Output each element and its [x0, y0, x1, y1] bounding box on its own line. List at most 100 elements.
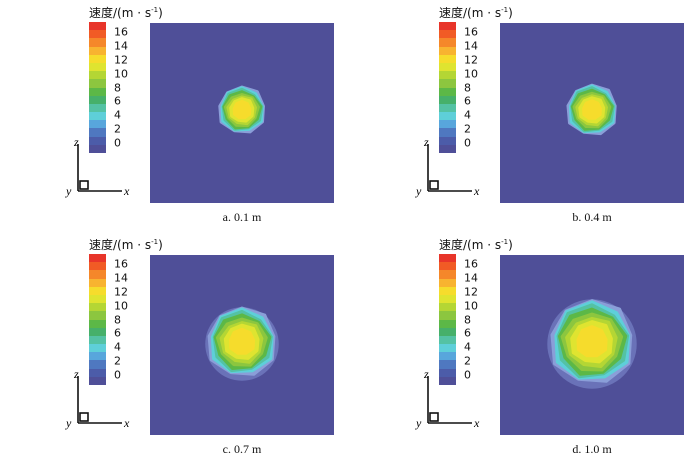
colorbar-segment	[439, 335, 456, 345]
colorbar-segment	[89, 87, 106, 96]
colorbar-tick-label: 4	[464, 108, 471, 122]
colorbar-title: 速度/(m · s-1)	[89, 6, 163, 20]
colorbar-tick-label: 10	[114, 67, 128, 81]
colorbar-segment	[89, 79, 106, 88]
colorbar-segment	[439, 278, 456, 287]
colorbar-segment	[89, 327, 106, 336]
colorbar-segment	[439, 270, 456, 279]
colorbar-tick-label: 0	[464, 368, 471, 382]
colorbar-segment	[89, 352, 106, 361]
colorbar-segment	[439, 294, 456, 304]
colorbar-tick-label: 14	[114, 271, 128, 285]
axis-x-label: x	[123, 184, 130, 198]
colorbar-segment	[89, 30, 106, 39]
colorbar-segment	[439, 311, 456, 320]
colorbar-segment	[439, 38, 456, 47]
colorbar-tick-label: 16	[114, 25, 128, 39]
colorbar-tick-label: 0	[114, 136, 121, 150]
colorbar-segment	[89, 254, 106, 263]
colorbar-tick-label: 8	[114, 81, 121, 94]
colorbar-tick-label: 6	[464, 326, 471, 340]
axis-x-label: x	[123, 416, 130, 430]
colorbar-segment	[439, 327, 456, 336]
axis-z-label: z	[423, 367, 429, 381]
colorbar-tick-label: 0	[464, 136, 471, 150]
colorbar-tick-label: 12	[464, 53, 478, 67]
axis-y-label: y	[415, 416, 422, 430]
colorbar-segment	[439, 319, 456, 328]
colorbar-segment	[439, 136, 456, 145]
colorbar-segment	[439, 352, 456, 361]
panel-c: 速度/(m · s-1) 16 14 12 10 8 6 4 2 0 z y x c. 0.7 m	[0, 232, 340, 457]
colorbar-segment	[439, 144, 456, 153]
colorbar-tick-label: 14	[464, 39, 478, 53]
colorbar-segment	[89, 262, 106, 271]
panel-d: 速度/(m · s-1) 16 14 12 10 8 6 4 2 0 z y x d. 1.0 m	[350, 232, 690, 457]
colorbar-segment	[89, 360, 106, 369]
colorbar	[89, 22, 106, 153]
axis-triad: z y x	[65, 135, 130, 198]
colorbar-segment	[439, 54, 456, 63]
velocity-contour	[582, 99, 602, 120]
colorbar-tick-label: 16	[114, 257, 128, 271]
velocity-contour	[576, 325, 608, 358]
panel-caption: b. 0.4 m	[572, 210, 612, 224]
colorbar-segment	[439, 87, 456, 96]
axis-z-label: z	[73, 135, 79, 149]
colorbar-tick-label: 4	[464, 340, 471, 354]
colorbar-segment	[439, 46, 456, 55]
axis-y-label: y	[65, 184, 72, 198]
panel-caption: d. 1.0 m	[572, 442, 612, 456]
colorbar-segment	[439, 62, 456, 72]
colorbar-segment	[89, 286, 106, 295]
colorbar-segment	[89, 311, 106, 320]
colorbar-tick-label: 12	[114, 53, 128, 67]
colorbar-segment	[89, 22, 106, 31]
colorbar-tick-label: 2	[114, 354, 121, 368]
colorbar-segment	[89, 294, 106, 304]
colorbar-segment	[89, 38, 106, 47]
axis-triad: z y x	[65, 367, 130, 430]
colorbar	[439, 254, 456, 385]
colorbar-tick-label: 10	[464, 299, 478, 313]
panel-a: 速度/(m · s-1) 16 14 12 10 8 6 4 2 0 z y x a. 0.1 m	[0, 0, 340, 225]
colorbar-title: 速度/(m · s-1)	[89, 238, 163, 252]
axis-y-label: y	[65, 416, 72, 430]
colorbar-tick-label: 14	[464, 271, 478, 285]
panel-caption: a. 0.1 m	[222, 210, 262, 224]
colorbar-segment	[89, 120, 106, 129]
colorbar-title: 速度/(m · s-1)	[439, 6, 513, 20]
colorbar-segment	[439, 303, 456, 312]
colorbar-tick-label: 6	[114, 326, 121, 340]
colorbar-ticks: 16 14 12 10 8 6 4 2 0	[464, 254, 494, 385]
colorbar-segment	[439, 254, 456, 263]
colorbar-segment	[89, 128, 106, 137]
velocity-contour	[232, 99, 252, 120]
colorbar-tick-label: 16	[464, 25, 478, 39]
colorbar-segment	[439, 79, 456, 88]
colorbar-segment	[89, 278, 106, 287]
colorbar-segment	[439, 344, 456, 353]
colorbar-segment	[89, 136, 106, 145]
colorbar-tick-label: 8	[114, 313, 121, 326]
colorbar-segment	[89, 54, 106, 63]
colorbar-segment	[89, 103, 106, 113]
colorbar-segment	[89, 376, 106, 385]
colorbar-tick-label: 8	[464, 81, 471, 94]
colorbar-tick-label: 2	[464, 122, 471, 136]
colorbar-segment	[439, 368, 456, 377]
colorbar-ticks: 16 14 12 10 8 6 4 2 0	[114, 22, 144, 153]
colorbar-segment	[89, 71, 106, 80]
velocity-field-plot	[150, 23, 334, 203]
colorbar-title: 速度/(m · s-1)	[439, 238, 513, 252]
colorbar-segment	[439, 360, 456, 369]
velocity-field-plot	[500, 255, 684, 435]
colorbar-tick-label: 0	[114, 368, 121, 382]
colorbar-segment	[89, 144, 106, 153]
axis-triad: z y x	[415, 367, 480, 430]
colorbar-tick-label: 16	[464, 257, 478, 271]
colorbar-segment	[439, 376, 456, 385]
colorbar-tick-label: 2	[114, 122, 121, 136]
colorbar-segment	[89, 344, 106, 353]
colorbar-segment	[439, 286, 456, 295]
